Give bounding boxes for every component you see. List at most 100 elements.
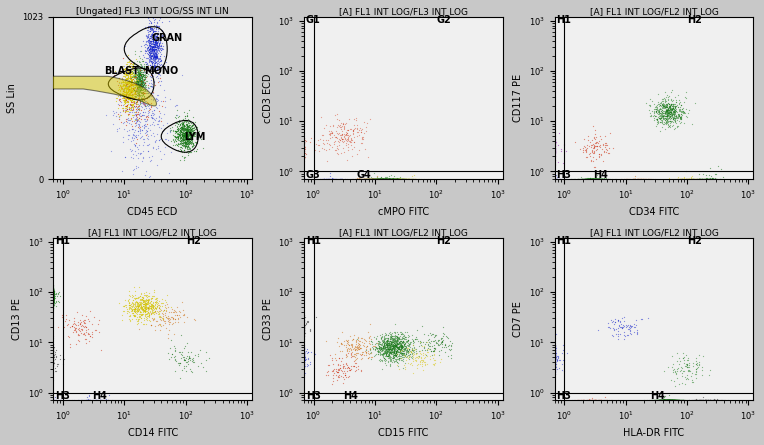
Point	[402, 334, 414, 341]
Point	[686, 121, 698, 128]
Point	[583, 176, 595, 183]
Point	[47, 356, 60, 363]
Point	[125, 81, 137, 89]
Point	[47, 291, 60, 299]
Point	[125, 98, 138, 105]
Point	[581, 176, 593, 183]
Point	[141, 295, 154, 302]
Point	[549, 397, 561, 404]
Point	[177, 147, 189, 154]
Point	[379, 176, 391, 183]
Point	[377, 343, 390, 350]
Point	[419, 339, 432, 346]
Point	[144, 302, 157, 309]
Point	[181, 125, 193, 132]
Point	[586, 397, 598, 404]
Point	[581, 176, 594, 183]
Point	[157, 121, 170, 129]
Point	[176, 125, 188, 132]
Point	[623, 325, 635, 332]
Point	[697, 176, 709, 183]
Point	[607, 318, 619, 325]
Point	[152, 57, 164, 64]
Point	[136, 76, 148, 83]
Point	[298, 176, 310, 183]
Point	[665, 397, 677, 404]
Point	[137, 77, 149, 85]
Point	[298, 176, 310, 183]
Point	[137, 73, 149, 80]
Point	[582, 176, 594, 183]
Point	[704, 176, 717, 183]
Point	[322, 145, 335, 152]
Point	[136, 294, 148, 301]
Point	[671, 397, 683, 404]
Point	[47, 306, 60, 313]
Point	[588, 176, 601, 183]
Point	[131, 121, 144, 128]
Point	[683, 397, 695, 404]
Point	[383, 176, 395, 183]
Point	[386, 176, 398, 183]
Point	[47, 295, 60, 303]
Point	[363, 176, 375, 183]
Point	[131, 311, 143, 318]
Point	[437, 324, 449, 331]
Point	[145, 46, 157, 53]
Point	[578, 176, 591, 183]
Point	[121, 95, 134, 102]
Point	[375, 176, 387, 183]
Point	[390, 347, 403, 354]
Point	[125, 307, 138, 315]
Point	[418, 358, 430, 365]
Point	[130, 134, 142, 141]
Point	[366, 176, 378, 183]
Point	[354, 176, 367, 183]
Point	[400, 176, 413, 183]
Point	[180, 129, 192, 136]
Point	[171, 123, 183, 130]
Point	[146, 40, 158, 47]
Point	[114, 89, 126, 97]
Point	[672, 397, 685, 404]
Point	[549, 176, 561, 183]
Point	[664, 397, 676, 404]
Point	[377, 176, 390, 183]
Point	[179, 154, 191, 161]
Point	[154, 57, 166, 65]
Point	[388, 176, 400, 183]
Point	[549, 143, 561, 150]
Point	[695, 363, 707, 370]
Point	[593, 397, 605, 404]
Point	[128, 307, 141, 314]
Point	[123, 79, 135, 86]
Point	[47, 286, 60, 293]
Point	[298, 322, 310, 329]
Point	[138, 75, 151, 82]
Point	[385, 176, 397, 183]
Point	[654, 106, 666, 113]
Point	[134, 79, 147, 86]
Point	[659, 107, 672, 114]
Point	[298, 176, 310, 183]
Point	[584, 176, 597, 183]
Point	[588, 176, 600, 183]
Point	[357, 176, 369, 183]
Point	[701, 176, 713, 183]
Point	[384, 363, 397, 370]
Point	[371, 176, 383, 183]
Point	[298, 397, 310, 404]
Point	[670, 114, 682, 121]
Point	[589, 176, 601, 183]
Point	[662, 106, 674, 113]
Point	[118, 66, 130, 73]
Point	[381, 336, 393, 344]
Point	[183, 131, 195, 138]
Point	[580, 176, 592, 183]
Point	[152, 45, 164, 52]
Point	[650, 397, 662, 404]
Point	[363, 176, 375, 183]
Point	[379, 350, 391, 357]
Point	[339, 373, 351, 380]
Point	[339, 350, 351, 357]
